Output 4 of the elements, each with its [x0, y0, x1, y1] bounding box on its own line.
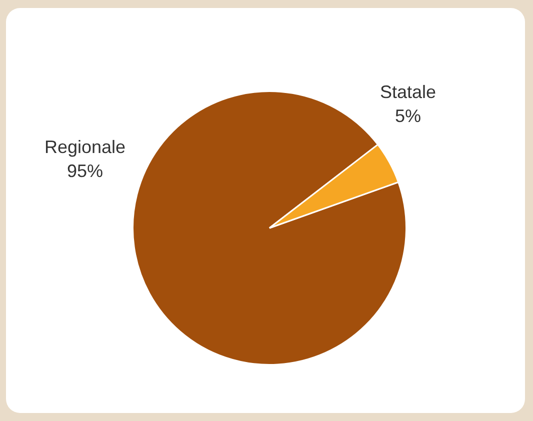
- data-label: 5%: [394, 106, 422, 126]
- data-label: 95%: [66, 160, 104, 181]
- slice-label: Statale: [380, 82, 436, 102]
- slice-label: Regionale: [44, 136, 126, 157]
